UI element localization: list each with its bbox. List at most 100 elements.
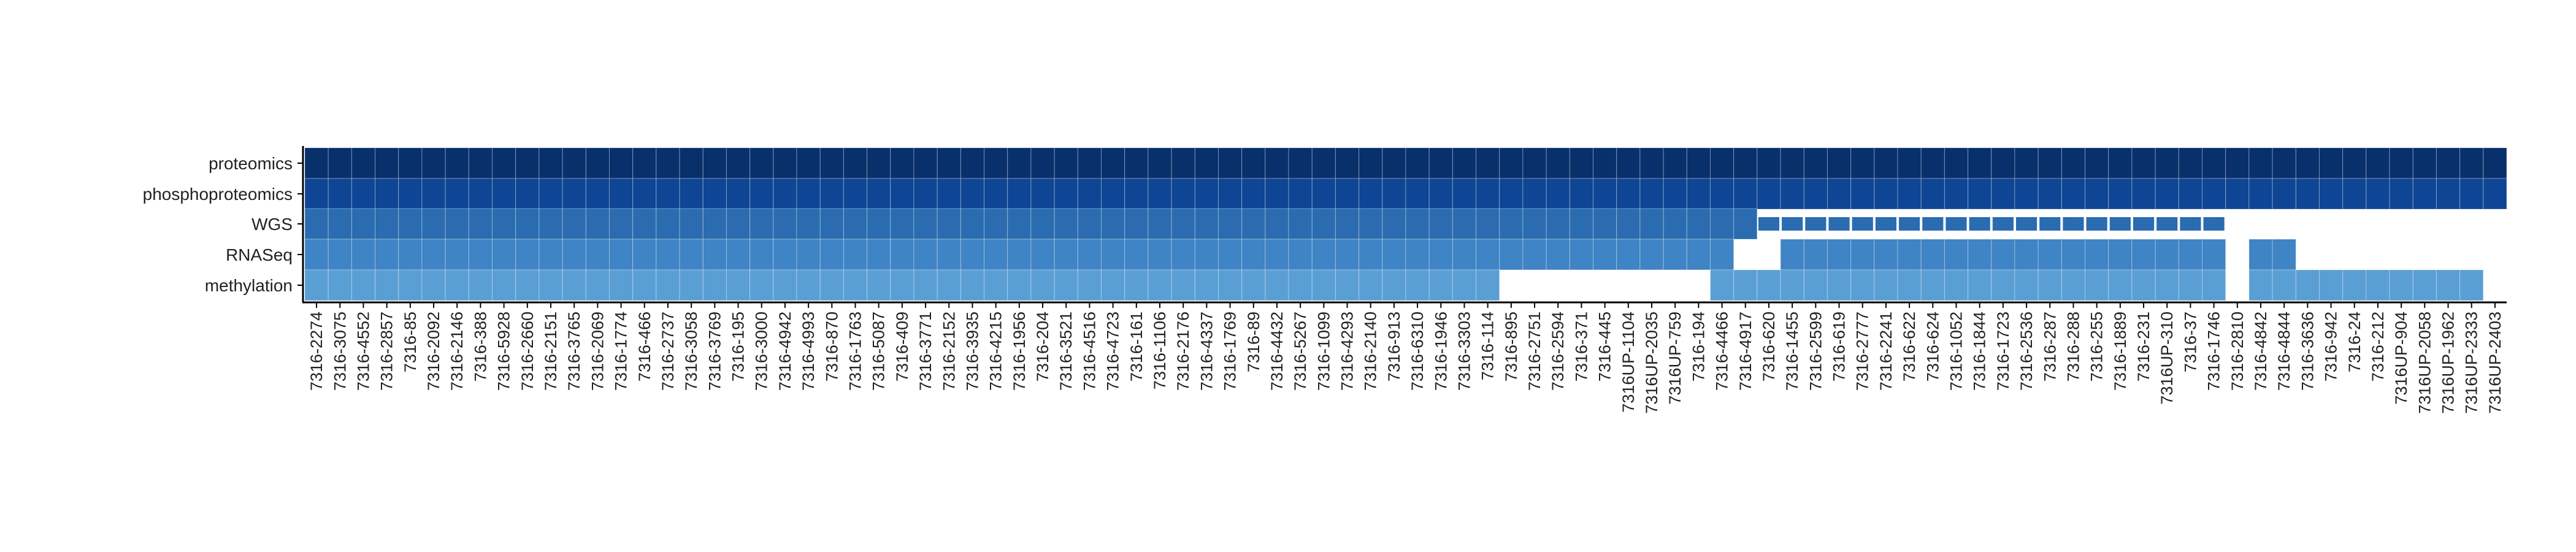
heatmap-cell <box>937 239 961 270</box>
heatmap-cell <box>2248 239 2273 270</box>
x-tick-label: 7316-161 <box>1127 312 1146 381</box>
heatmap-cell <box>2178 178 2203 210</box>
heatmap-cell <box>1522 147 1547 179</box>
heatmap-cell <box>1007 239 1032 270</box>
heatmap-cell <box>1828 217 1850 231</box>
heatmap-cell <box>2318 269 2344 301</box>
heatmap-cell <box>2203 217 2225 231</box>
heatmap-cell <box>608 269 634 301</box>
heatmap-cell <box>2272 147 2296 179</box>
x-tick-label: 7316-2536 <box>2017 312 2036 391</box>
x-tick-label: 7316-1106 <box>1151 312 1169 389</box>
heatmap-cell <box>1405 208 1430 240</box>
heatmap-cell <box>796 147 821 179</box>
heatmap-cell <box>375 147 399 179</box>
heatmap-cell <box>2342 178 2367 210</box>
x-tick-label: 7316-5087 <box>870 312 888 391</box>
heatmap-cell <box>1920 178 1945 210</box>
heatmap-cell <box>1499 178 1524 210</box>
heatmap-cell <box>1569 239 1594 270</box>
heatmap-cell <box>749 239 774 270</box>
heatmap-cell <box>1359 147 1383 179</box>
heatmap-cell <box>1991 178 2015 210</box>
heatmap-cell <box>2342 269 2367 301</box>
heatmap-cell <box>2085 178 2109 210</box>
heatmap-cell <box>2014 269 2039 301</box>
heatmap-cell <box>984 269 1008 301</box>
heatmap-cell <box>1780 147 1804 179</box>
heatmap-cell <box>2389 269 2413 301</box>
heatmap-cell <box>679 239 703 270</box>
heatmap-cell <box>2061 178 2086 210</box>
heatmap-cell <box>2178 239 2203 270</box>
heatmap-cell <box>1054 147 1078 179</box>
heatmap-cell <box>796 269 821 301</box>
x-tick-label: 7316-2151 <box>542 312 560 391</box>
heatmap-cell <box>1733 208 1758 240</box>
x-tick-label: 7316-4432 <box>1268 312 1286 391</box>
heatmap-cell <box>702 208 727 240</box>
heatmap-cell <box>913 147 938 179</box>
x-tick-label: 7316-4293 <box>1338 312 1357 391</box>
heatmap-cell <box>1311 147 1336 179</box>
heatmap-cell <box>2436 178 2461 210</box>
heatmap-cell <box>1335 269 1360 301</box>
heatmap-cell <box>2086 217 2107 231</box>
heatmap-cell <box>1616 208 1641 240</box>
heatmap-cell <box>375 178 399 210</box>
heatmap-cell <box>1241 178 1266 210</box>
heatmap-cell <box>890 178 914 210</box>
heatmap-cell <box>656 269 680 301</box>
heatmap-cell <box>2272 239 2296 270</box>
heatmap-cell <box>2459 178 2484 210</box>
heatmap-cell <box>1709 239 1735 270</box>
heatmap-cell <box>2155 178 2179 210</box>
heatmap-cell <box>492 208 516 240</box>
heatmap-cell <box>984 208 1008 240</box>
heatmap-cell <box>1405 239 1430 270</box>
heatmap-cell <box>328 239 352 270</box>
x-tick-label: 7316-212 <box>2369 312 2387 381</box>
x-tick-label: 7316-913 <box>1385 312 1403 381</box>
heatmap-cell <box>702 269 727 301</box>
heatmap-cell <box>1758 217 1780 231</box>
heatmap-cell <box>351 239 376 270</box>
heatmap-cell <box>937 147 961 179</box>
heatmap-cell <box>1405 147 1430 179</box>
heatmap-cell <box>960 239 985 270</box>
heatmap-cell <box>1992 217 2014 231</box>
x-tick-label: 7316-89 <box>1244 312 1263 372</box>
heatmap-cell <box>1850 269 1875 301</box>
heatmap-cell <box>1733 178 1758 210</box>
heatmap-cell <box>1335 239 1360 270</box>
x-tick-label: 7316-4552 <box>354 312 372 391</box>
heatmap-cell <box>421 239 446 270</box>
heatmap-cell <box>1194 239 1219 270</box>
heatmap-cell <box>1241 239 1266 270</box>
heatmap-cell <box>375 208 399 240</box>
heatmap-cell <box>773 239 797 270</box>
heatmap-cell <box>1217 239 1243 270</box>
heatmap-cell <box>1733 147 1758 179</box>
heatmap-cell <box>1007 269 1032 301</box>
heatmap-cell <box>2180 217 2201 231</box>
heatmap-cell <box>1124 178 1149 210</box>
heatmap-cell <box>843 239 868 270</box>
heatmap-cell <box>1639 178 1664 210</box>
heatmap-cell <box>1616 178 1641 210</box>
heatmap-cell <box>2436 147 2461 179</box>
heatmap-cell <box>679 269 703 301</box>
heatmap-cell <box>1850 147 1875 179</box>
heatmap-cell <box>421 269 446 301</box>
heatmap-cell <box>1077 269 1102 301</box>
x-tick-label: 7316-371 <box>1572 312 1590 381</box>
x-tick-label: 7316-445 <box>1596 312 1614 381</box>
x-tick-label: 7316-204 <box>1033 312 1052 381</box>
heatmap-cell <box>1148 208 1172 240</box>
heatmap-cell <box>585 147 610 179</box>
heatmap-cell <box>2014 239 2039 270</box>
x-tick-label: 7316-3771 <box>916 312 935 391</box>
heatmap-cell <box>608 178 634 210</box>
heatmap-cell <box>2202 239 2226 270</box>
heatmap-cell <box>398 147 423 179</box>
